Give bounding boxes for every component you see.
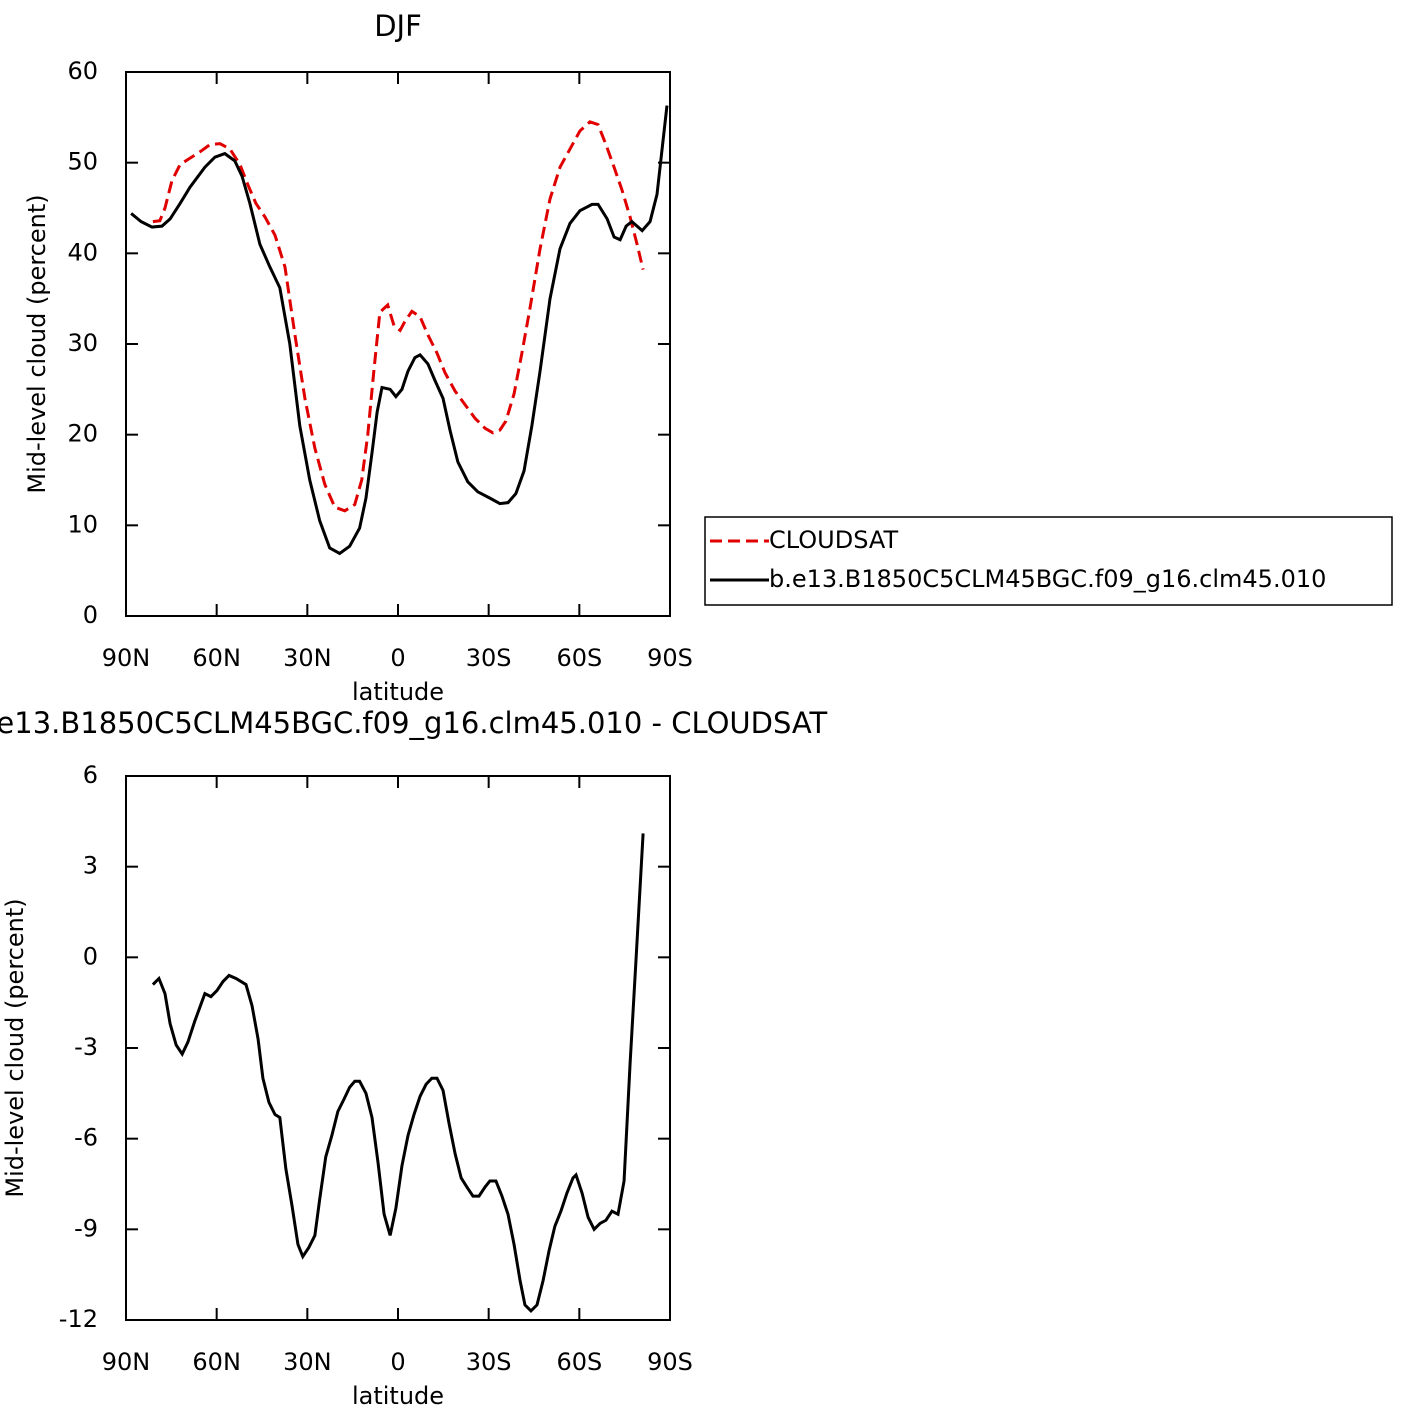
x-tick-label: 30S [466, 644, 512, 672]
x-tick-label: 0 [390, 644, 405, 672]
x-axis-label: latitude [352, 678, 444, 706]
plot-frame [125, 775, 671, 1321]
data-line [152, 120, 645, 513]
legend-label: CLOUDSAT [769, 526, 898, 554]
y-axis-label: Mid-level cloud (percent) [23, 194, 51, 493]
y-tick-label: 20 [67, 420, 98, 448]
y-tick-label: -6 [74, 1124, 98, 1152]
x-tick-label: 30S [466, 1348, 512, 1376]
chart-title: DJF [374, 9, 422, 43]
y-tick-label: 40 [67, 238, 98, 266]
x-tick-label: 30N [283, 644, 332, 672]
plot-frame [125, 71, 671, 617]
chart-title: b.e13.B1850C5CLM45BGC.f09_g16.clm45.010 … [0, 706, 827, 740]
y-tick-label: -12 [59, 1305, 98, 1333]
legend-box [704, 516, 1393, 606]
data-line [151, 833, 645, 1314]
x-tick-label: 60S [556, 644, 602, 672]
y-tick-label: 60 [67, 57, 98, 85]
x-tick-label: 0 [390, 1348, 405, 1376]
y-tick-label: 30 [67, 329, 98, 357]
y-tick-label: 3 [83, 852, 98, 880]
x-axis-label: latitude [352, 1382, 444, 1410]
y-tick-label: 0 [83, 942, 98, 970]
y-tick-label: 0 [83, 601, 98, 629]
x-tick-label: 90S [647, 1348, 693, 1376]
y-axis-label: Mid-level cloud (percent) [1, 898, 29, 1197]
x-tick-label: 60S [556, 1348, 602, 1376]
data-line [130, 105, 669, 556]
x-tick-label: 90S [647, 644, 693, 672]
x-tick-label: 90N [102, 1348, 151, 1376]
y-tick-label: 50 [67, 148, 98, 176]
y-tick-label: 10 [67, 510, 98, 538]
y-tick-label: 6 [83, 761, 98, 789]
legend-label: b.e13.B1850C5CLM45BGC.f09_g16.clm45.010 [769, 565, 1326, 593]
y-tick-label: -9 [74, 1214, 98, 1242]
x-tick-label: 60N [192, 1348, 241, 1376]
x-tick-label: 60N [192, 644, 241, 672]
x-tick-label: 30N [283, 1348, 332, 1376]
x-tick-label: 90N [102, 644, 151, 672]
y-tick-label: -3 [74, 1033, 98, 1061]
